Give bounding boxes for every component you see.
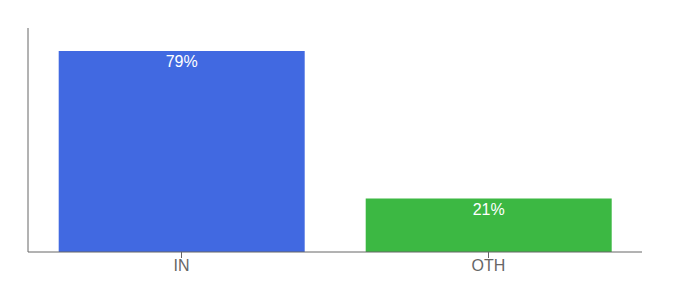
svg-text:OTH: OTH <box>472 257 506 274</box>
svg-text:IN: IN <box>174 257 190 274</box>
svg-text:79%: 79% <box>166 53 198 70</box>
svg-text:21%: 21% <box>473 201 505 218</box>
